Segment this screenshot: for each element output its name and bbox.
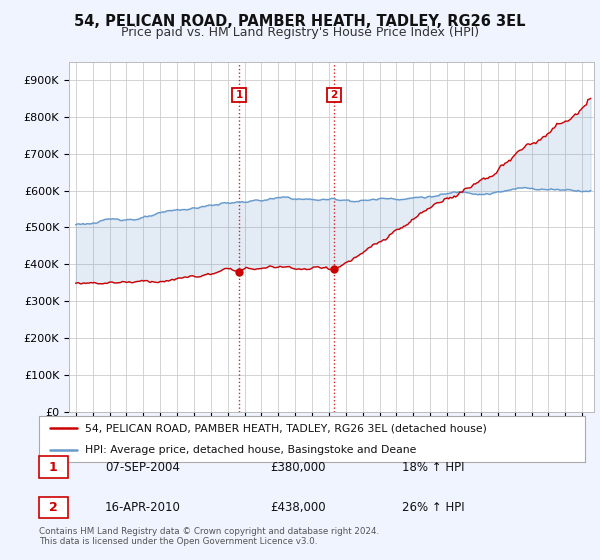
Text: £438,000: £438,000 <box>270 501 326 514</box>
Text: HPI: Average price, detached house, Basingstoke and Deane: HPI: Average price, detached house, Basi… <box>85 445 417 455</box>
Text: 18% ↑ HPI: 18% ↑ HPI <box>402 460 464 474</box>
Text: £380,000: £380,000 <box>270 460 325 474</box>
Text: 2: 2 <box>330 90 337 100</box>
Text: Price paid vs. HM Land Registry's House Price Index (HPI): Price paid vs. HM Land Registry's House … <box>121 26 479 39</box>
Text: 16-APR-2010: 16-APR-2010 <box>105 501 181 514</box>
Text: 54, PELICAN ROAD, PAMBER HEATH, TADLEY, RG26 3EL (detached house): 54, PELICAN ROAD, PAMBER HEATH, TADLEY, … <box>85 423 487 433</box>
Text: 54, PELICAN ROAD, PAMBER HEATH, TADLEY, RG26 3EL: 54, PELICAN ROAD, PAMBER HEATH, TADLEY, … <box>74 14 526 29</box>
Text: 07-SEP-2004: 07-SEP-2004 <box>105 460 180 474</box>
Text: 1: 1 <box>49 460 58 474</box>
Text: 2: 2 <box>49 501 58 514</box>
Text: Contains HM Land Registry data © Crown copyright and database right 2024.
This d: Contains HM Land Registry data © Crown c… <box>39 526 379 546</box>
Text: 26% ↑ HPI: 26% ↑ HPI <box>402 501 464 514</box>
Text: 1: 1 <box>236 90 243 100</box>
